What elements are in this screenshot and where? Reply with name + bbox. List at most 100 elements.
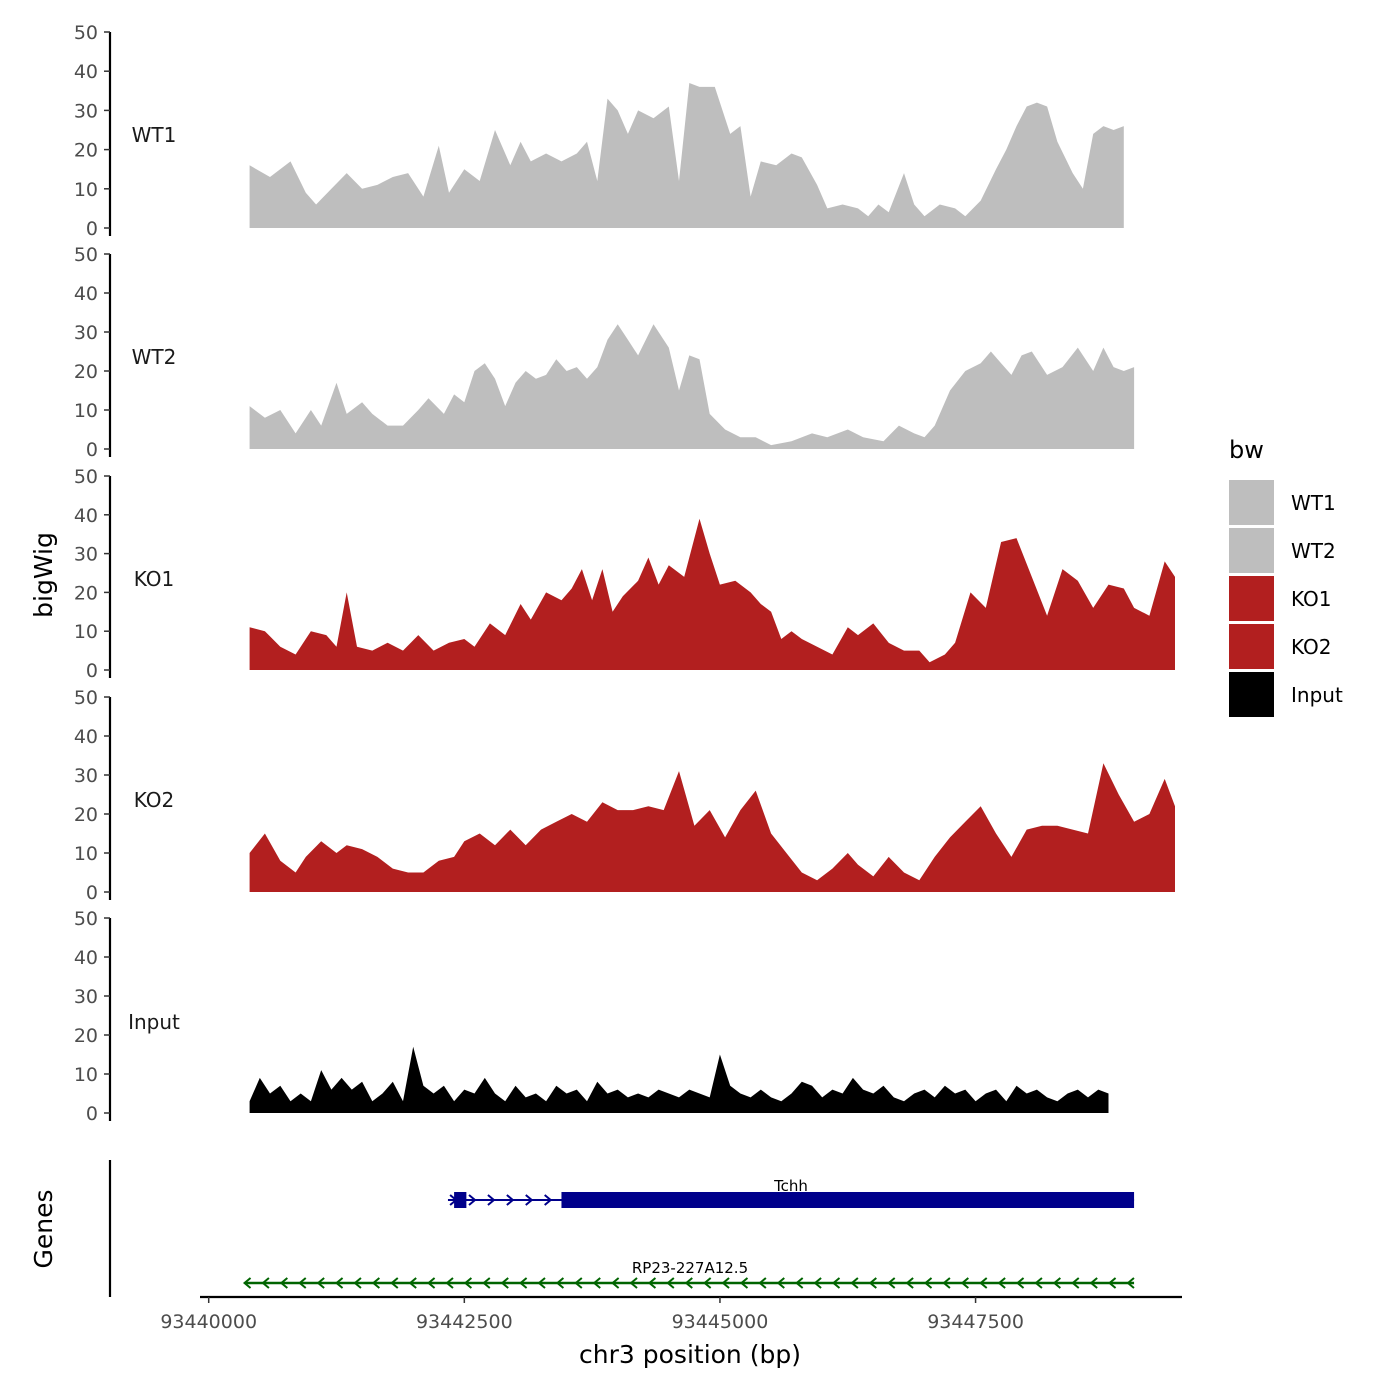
strand-arrow	[868, 1277, 877, 1289]
track-area-ko2	[249, 763, 1176, 892]
strand-arrow	[1089, 1277, 1098, 1289]
y-tick-label: 10	[74, 400, 98, 422]
y-tick-label: 30	[74, 322, 98, 344]
strand-arrow	[721, 1277, 730, 1289]
strand-arrow	[1034, 1277, 1043, 1289]
strand-arrow	[544, 1194, 553, 1206]
y-tick-label: 20	[74, 1025, 98, 1047]
y-tick-label: 0	[86, 1103, 98, 1125]
strand-arrow	[942, 1277, 951, 1289]
x-tick-label: 93445000	[672, 1311, 769, 1333]
strand-arrow	[795, 1277, 804, 1289]
strand-arrow	[427, 1277, 436, 1289]
strand-arrow	[445, 1277, 454, 1289]
strand-arrow	[519, 1277, 528, 1289]
track-label-ko2: KO2	[134, 788, 175, 812]
legend-key-wt2	[1229, 528, 1274, 573]
y-tick-label: 20	[74, 582, 98, 604]
strand-arrow	[887, 1277, 896, 1289]
y-tick-label: 40	[74, 61, 98, 83]
strand-arrow	[666, 1277, 675, 1289]
strand-arrow	[390, 1277, 399, 1289]
track-area-ko1	[249, 518, 1176, 670]
legend-key-input	[1229, 672, 1274, 717]
strand-arrow	[813, 1277, 822, 1289]
y-tick-label: 30	[74, 986, 98, 1008]
track-area-input	[249, 1046, 1109, 1113]
x-tick-label: 93440000	[160, 1311, 257, 1333]
y-tick-label: 20	[74, 804, 98, 826]
strand-arrow	[242, 1277, 252, 1289]
strand-arrow	[850, 1277, 859, 1289]
strand-arrow	[279, 1277, 288, 1289]
legend-label-wt1: WT1	[1291, 491, 1336, 515]
strand-arrow	[592, 1277, 601, 1289]
legend-key-ko1	[1229, 576, 1274, 621]
y-tick-label: 40	[74, 283, 98, 305]
exon-block-tchh	[454, 1192, 467, 1208]
strand-arrow	[353, 1277, 362, 1289]
y-tick-label: 0	[86, 439, 98, 461]
genes-axis-title: Genes	[29, 1189, 58, 1268]
track-label-wt2: WT2	[132, 345, 177, 369]
strand-arrow	[776, 1277, 785, 1289]
y-tick-label: 0	[86, 218, 98, 240]
legend-title: bw	[1229, 436, 1264, 464]
strand-arrow	[1126, 1277, 1135, 1289]
legend-key-wt1	[1229, 480, 1274, 525]
y-tick-label: 30	[74, 765, 98, 787]
legend-label-wt2: WT2	[1291, 539, 1336, 563]
strand-arrow	[537, 1277, 546, 1289]
track-area-wt2	[249, 324, 1135, 449]
y-tick-label: 40	[74, 726, 98, 748]
strand-arrow	[629, 1277, 638, 1289]
strand-arrow	[334, 1277, 344, 1289]
strand-arrow	[261, 1277, 270, 1289]
strand-arrow	[487, 1194, 496, 1206]
strand-arrow	[611, 1277, 620, 1289]
strand-arrow	[960, 1277, 969, 1289]
strand-arrow	[647, 1277, 657, 1289]
strand-arrow	[1071, 1277, 1080, 1289]
y-tick-label: 50	[74, 908, 98, 930]
legend-label-input: Input	[1291, 683, 1343, 707]
cds-block-tchh	[561, 1192, 1135, 1208]
y-tick-label: 20	[74, 361, 98, 383]
y-tick-label: 40	[74, 505, 98, 527]
strand-arrow	[1052, 1277, 1061, 1289]
y-tick-label: 50	[74, 687, 98, 709]
legend-key-ko2	[1229, 624, 1274, 669]
y-tick-label: 10	[74, 843, 98, 865]
y-tick-label: 10	[74, 621, 98, 643]
legend-label-ko1: KO1	[1291, 587, 1332, 611]
y-tick-label: 50	[74, 244, 98, 266]
strand-arrow	[506, 1194, 515, 1206]
gene-label-rp23-227a12-5: RP23-227A12.5	[632, 1259, 748, 1277]
strand-arrow	[555, 1277, 565, 1289]
y-tick-label: 30	[74, 100, 98, 122]
gene-label-tchh: Tchh	[773, 1177, 808, 1195]
strand-arrow	[482, 1277, 491, 1289]
x-axis-title: chr3 position (bp)	[579, 1340, 801, 1369]
y-tick-label: 30	[74, 544, 98, 566]
strand-arrow	[1015, 1277, 1025, 1289]
strand-arrow	[500, 1277, 509, 1289]
strand-arrow	[525, 1194, 534, 1206]
strand-arrow	[831, 1277, 841, 1289]
strand-arrow	[758, 1277, 767, 1289]
strand-arrow	[408, 1277, 417, 1289]
y-tick-label: 20	[74, 140, 98, 162]
strand-arrow	[574, 1277, 583, 1289]
strand-arrow	[371, 1277, 381, 1289]
y-axis-title: bigWig	[29, 532, 58, 618]
strand-arrow	[463, 1277, 473, 1289]
strand-arrow	[905, 1277, 914, 1289]
strand-arrow	[468, 1194, 477, 1206]
legend-label-ko2: KO2	[1291, 635, 1332, 659]
strand-arrow	[997, 1277, 1006, 1289]
strand-arrow	[684, 1277, 693, 1289]
track-label-ko1: KO1	[134, 567, 175, 591]
y-tick-label: 50	[74, 22, 98, 44]
track-area-wt1	[249, 83, 1124, 228]
